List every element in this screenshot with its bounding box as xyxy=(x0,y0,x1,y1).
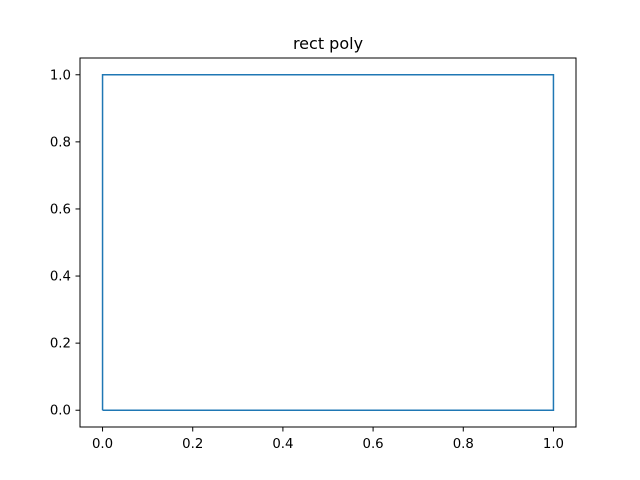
y-tick-label: 0.4 xyxy=(50,270,71,285)
y-tick-label: 1.0 xyxy=(50,68,71,83)
y-tick-label: 0.6 xyxy=(50,202,71,217)
axes-frame xyxy=(79,57,577,428)
y-tick-label: 0.8 xyxy=(50,135,71,150)
x-tick-label: 0.6 xyxy=(363,437,384,452)
x-tick-label: 0.2 xyxy=(182,437,203,452)
chart-title: rect poly xyxy=(293,34,363,53)
x-tick-label: 0.4 xyxy=(272,437,293,452)
x-tick-label: 0.0 xyxy=(92,437,113,452)
x-axis: 0.0 0.2 0.4 0.6 0.8 1.0 xyxy=(92,427,564,452)
y-tick-label: 0.0 xyxy=(50,404,71,419)
plot-area xyxy=(101,74,555,411)
y-tick-label: 0.2 xyxy=(50,337,71,352)
x-tick-label: 1.0 xyxy=(543,437,564,452)
y-axis: 0.0 0.2 0.4 0.6 0.8 1.0 xyxy=(50,68,80,419)
series-line-0 xyxy=(101,74,555,411)
x-tick-label: 0.8 xyxy=(453,437,474,452)
